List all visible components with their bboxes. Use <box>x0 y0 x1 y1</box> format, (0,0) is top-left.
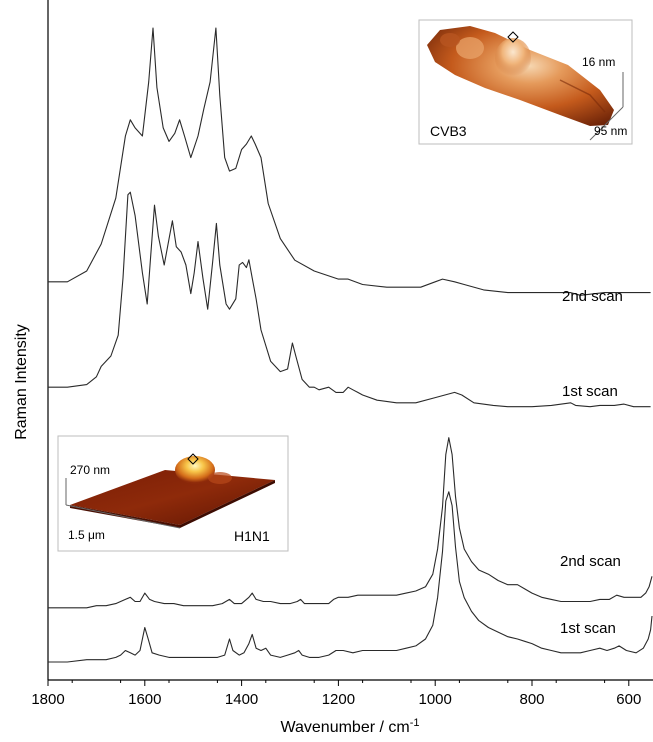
x-tick-label: 800 <box>519 691 544 708</box>
y-axis-title: Raman Intensity <box>13 324 30 440</box>
spectrum-cvb3-2nd-scan <box>48 27 651 296</box>
spectra-layer <box>48 27 653 663</box>
cvb3-height-label: 16 nm <box>582 55 615 69</box>
spectrum-cvb3-1st-scan <box>48 191 651 408</box>
h1n1-sample-name: H1N1 <box>234 528 270 544</box>
x-tick-label: 1400 <box>225 691 258 708</box>
inset-cvb3-afm: 16 nm 95 nm CVB3 <box>418 19 633 145</box>
cvb3-length-scale-bar <box>589 106 624 141</box>
series-label-h1n1-1st-scan: 1st scan <box>560 620 616 637</box>
cvb3-sample-name: CVB3 <box>430 123 467 139</box>
cvb3-afm-image <box>427 26 614 126</box>
spectrum-h1n1-2nd-scan <box>48 437 653 609</box>
h1n1-height-label: 270 nm <box>70 463 110 477</box>
series-label-cvb3-1st-scan: 1st scan <box>562 383 618 400</box>
x-axis-ticks: 1800 1600 1400 1200 1000 800 600 <box>31 680 641 708</box>
x-axis-title: Wavenumber / cm-1 <box>281 717 420 736</box>
spectrum-h1n1-1st-scan <box>48 491 653 663</box>
x-tick-label: 600 <box>616 691 641 708</box>
inset-h1n1-afm: 270 nm 1.5 μm H1N1 <box>57 435 289 552</box>
series-label-cvb3-2nd-scan: 2nd scan <box>562 288 623 305</box>
h1n1-length-label: 1.5 μm <box>68 528 105 542</box>
x-axis-title-superscript: -1 <box>410 717 420 729</box>
series-label-h1n1-2nd-scan: 2nd scan <box>560 553 621 570</box>
x-tick-label: 1600 <box>128 691 161 708</box>
plot-frame <box>47 0 653 681</box>
x-tick-label: 1800 <box>31 691 64 708</box>
cvb3-length-label: 95 nm <box>594 124 627 138</box>
h1n1-length-scale-bar <box>65 504 181 529</box>
x-tick-label: 1000 <box>419 691 452 708</box>
x-tick-label: 1200 <box>322 691 355 708</box>
